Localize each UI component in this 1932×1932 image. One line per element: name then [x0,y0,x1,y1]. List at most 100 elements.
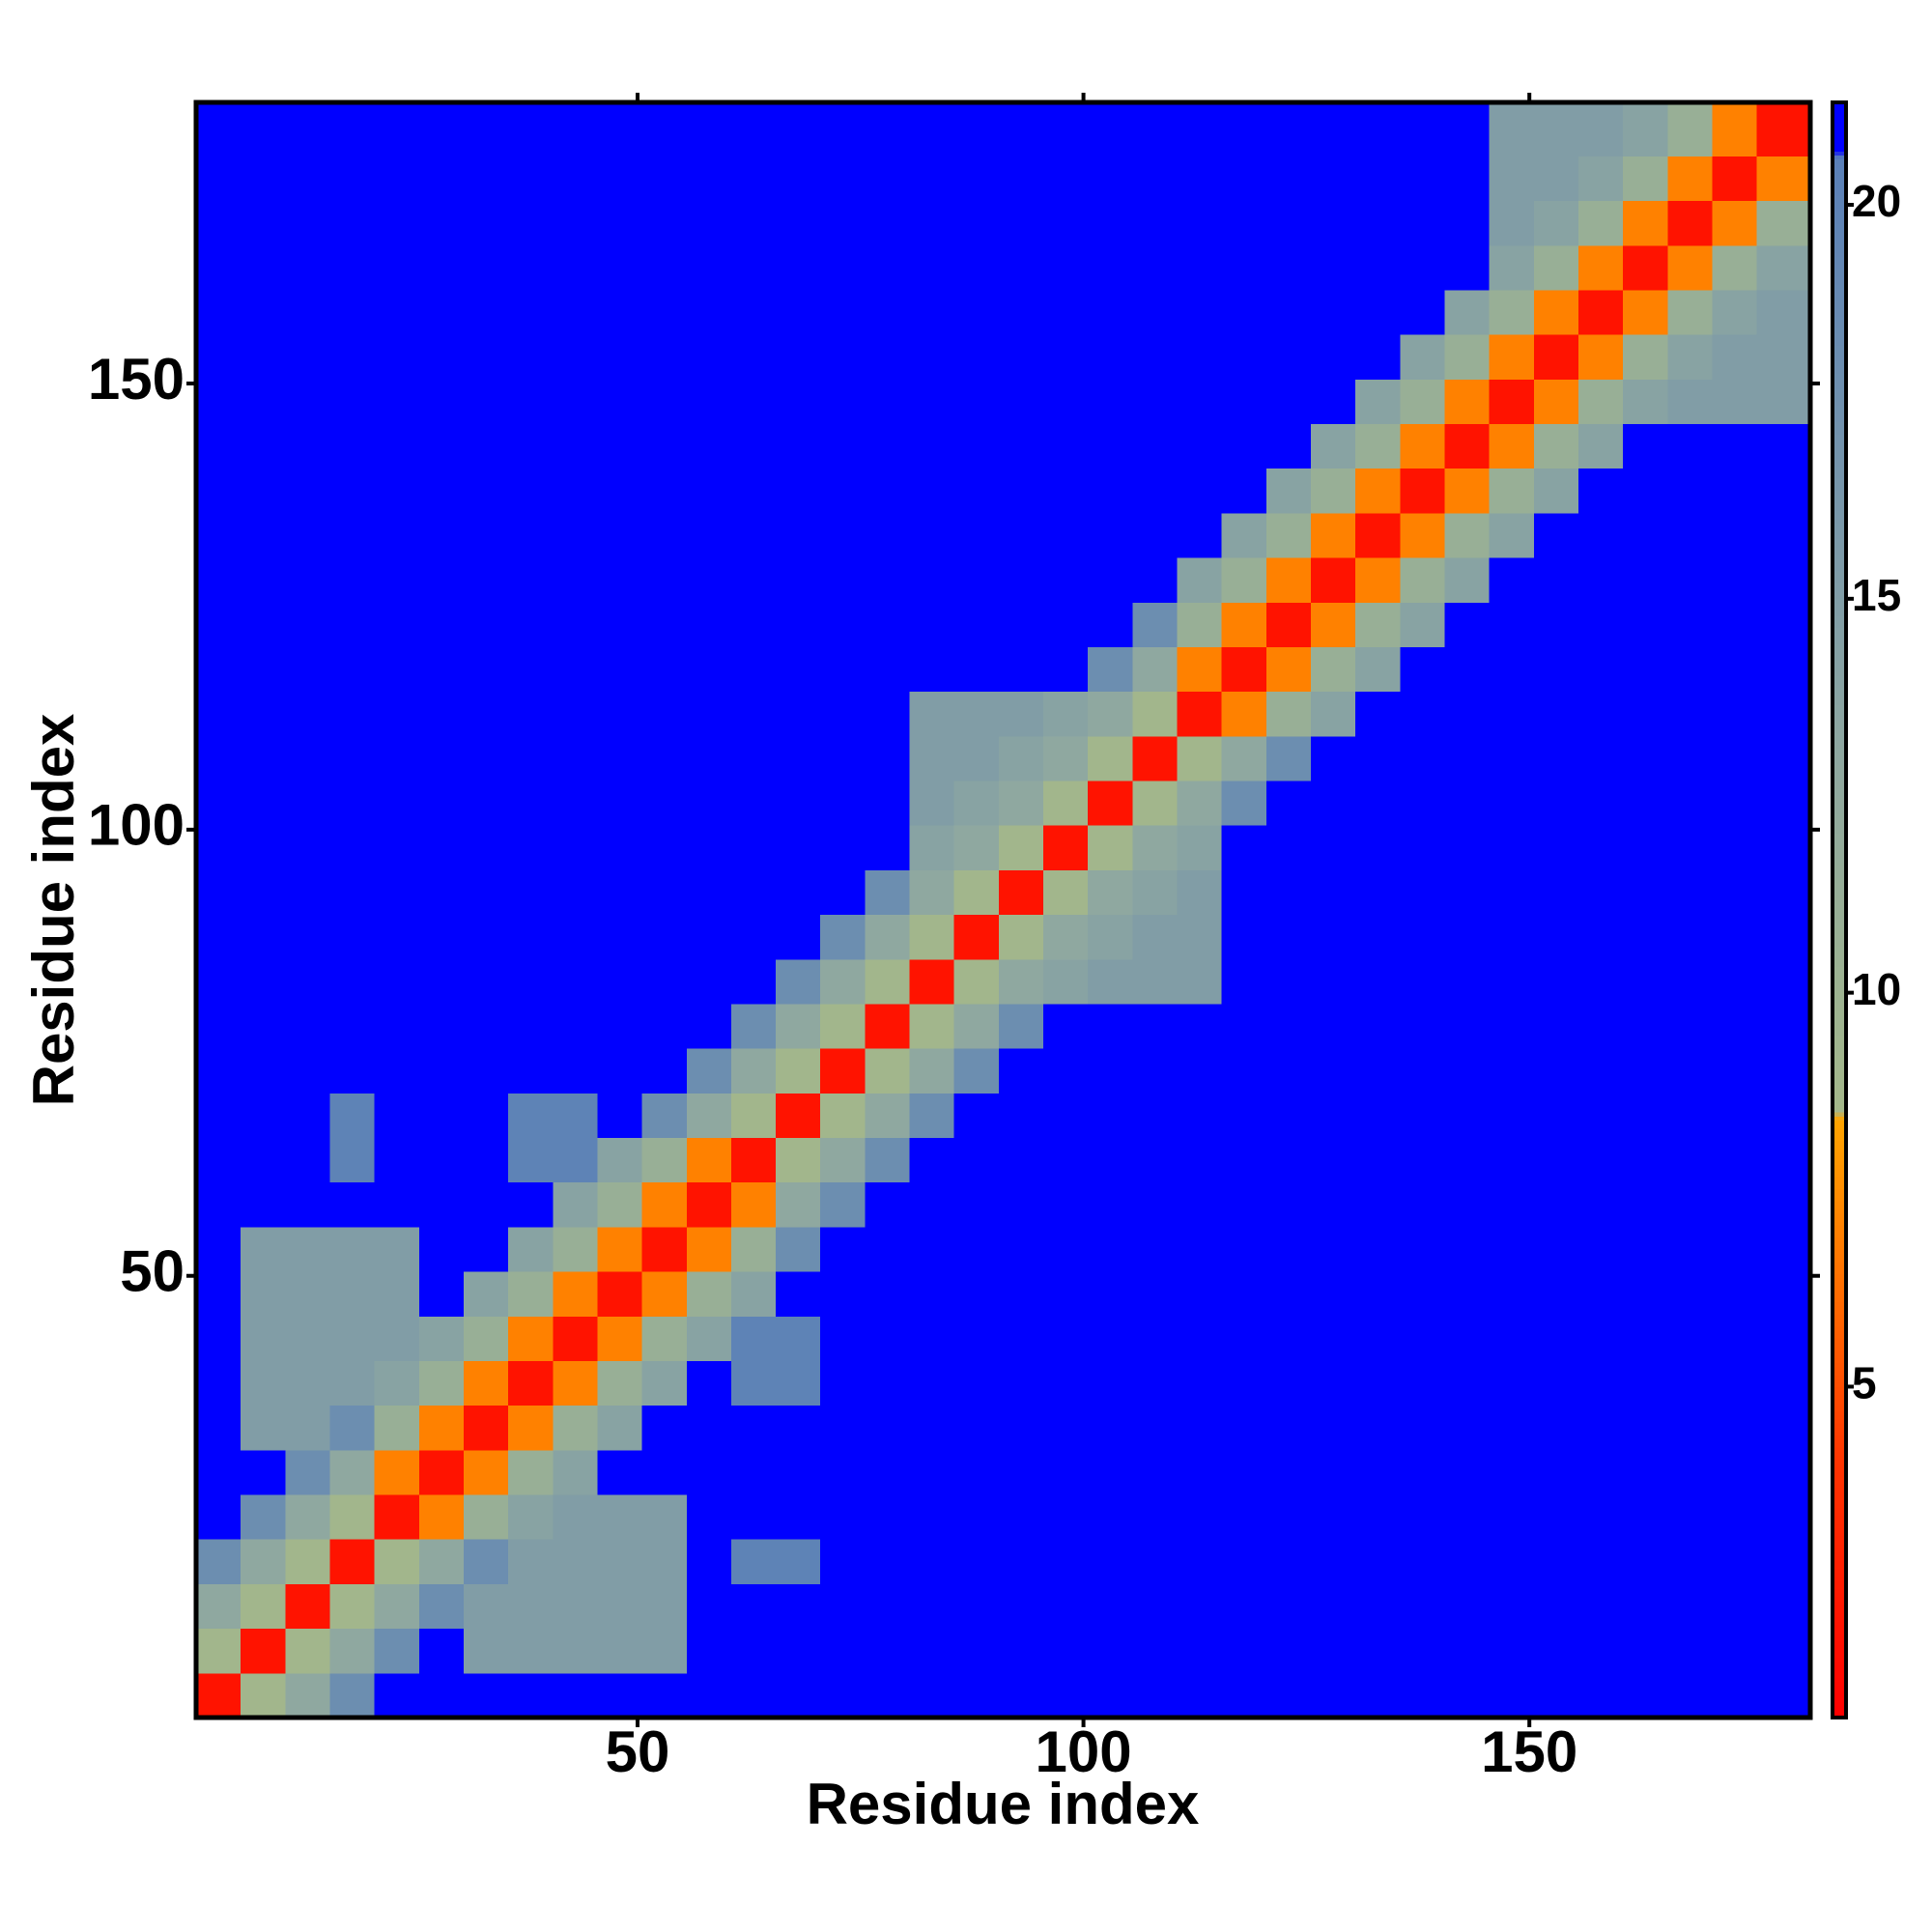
heatmap-cell [597,1181,643,1228]
heatmap-cell [1577,1271,1624,1317]
heatmap-cell [1355,1048,1401,1094]
heatmap-cell [909,1672,955,1719]
heatmap-cell [865,102,911,156]
heatmap-cell [1533,1226,1579,1272]
heatmap-cell [374,1539,420,1584]
colorbar-step [1833,381,1846,386]
colorbar-step [1833,1374,1846,1379]
colorbar-step [1833,1249,1846,1254]
colorbar-step [1833,562,1846,568]
colorbar-step [1833,324,1846,329]
heatmap-cell [1667,958,1713,1005]
heatmap-cell [553,602,598,647]
heatmap-cell [686,200,732,246]
heatmap-cell [285,1360,330,1406]
heatmap-cell [508,1181,554,1228]
colorbar-step [1833,1604,1846,1609]
heatmap-cell [776,200,821,246]
heatmap-cell [597,156,643,202]
heatmap-cell [1088,1672,1133,1719]
colorbar-step [1833,550,1846,555]
heatmap-cell [1444,735,1491,781]
colorbar-step [1833,1668,1846,1674]
heatmap-cell [463,825,509,870]
heatmap-cell [909,869,955,916]
heatmap-cell [1400,1137,1445,1183]
heatmap-cell [776,958,821,1005]
heatmap-cell [953,691,1000,737]
heatmap-cell [1177,379,1223,425]
heatmap-cell [553,781,598,826]
heatmap-cell [998,1316,1044,1361]
heatmap-cell [1623,958,1668,1005]
heatmap-cell [1177,1271,1223,1317]
heatmap-cell [953,156,1000,202]
colorbar-step [1833,417,1846,422]
heatmap-cell [1221,825,1267,870]
colorbar-step [1833,271,1846,277]
heatmap-cell [730,1137,777,1183]
heatmap-cell [418,1093,465,1139]
heatmap-cell [730,289,777,335]
heatmap-cell [329,1181,376,1228]
colorbar-step [1833,1196,1846,1202]
heatmap-cell [1667,1271,1713,1317]
heatmap-cell [1177,1628,1223,1674]
heatmap-cell [1667,735,1713,781]
heatmap-cell [196,156,242,202]
heatmap-cell [1400,1271,1445,1317]
heatmap-cell [1489,1093,1535,1139]
heatmap-cell [1533,1093,1579,1139]
heatmap-cell [1221,1583,1267,1630]
heatmap-cell [1667,200,1713,246]
heatmap-cell [508,423,554,469]
heatmap-cell [553,691,598,737]
colorbar-step [1833,1244,1846,1250]
heatmap-cell [553,914,598,960]
colorbar-step [1833,1366,1846,1372]
colorbar-step [1833,881,1846,887]
heatmap-cell [1489,468,1535,514]
heatmap-cell [1712,781,1758,826]
colorbar-step [1833,1314,1846,1319]
heatmap-cell [597,1583,643,1630]
heatmap-cell [597,646,643,693]
heatmap-cell [196,1360,242,1406]
heatmap-cell [1355,646,1401,693]
heatmap-cell [329,869,376,916]
heatmap-cell [329,512,376,558]
heatmap-cell [1623,1093,1668,1139]
heatmap-cell [196,691,242,737]
heatmap-cell [1177,1003,1223,1049]
colorbar-step [1833,1350,1846,1355]
colorbar-step [1833,1608,1846,1613]
colorbar-step [1833,688,1846,693]
heatmap-cell [1088,1137,1133,1183]
colorbar-step [1833,805,1846,810]
heatmap-cell [374,1181,420,1228]
heatmap-cell [1577,1048,1624,1094]
colorbar-step [1833,397,1846,402]
heatmap-cell [196,423,242,469]
colorbar-step [1833,1042,1846,1048]
colorbar-step [1833,1463,1846,1468]
heatmap-cell [1132,423,1179,469]
colorbar-step [1833,122,1846,128]
colorbar-step [1833,554,1846,559]
heatmap-cell [1667,557,1713,603]
colorbar-step [1833,308,1846,313]
heatmap-cell [1265,958,1312,1005]
heatmap-cell [998,1449,1044,1495]
colorbar-step [1833,251,1846,257]
heatmap-cell [374,735,420,781]
heatmap-cell [1221,1494,1267,1540]
heatmap-cell [1088,735,1133,781]
heatmap-cell [463,1405,509,1451]
heatmap-cell [553,958,598,1005]
heatmap-cell [597,914,643,960]
colorbar-step [1833,1664,1846,1670]
heatmap-cell [909,1226,955,1272]
colorbar-step [1833,1406,1846,1411]
heatmap-cell [463,646,509,693]
colorbar-step [1833,506,1846,511]
